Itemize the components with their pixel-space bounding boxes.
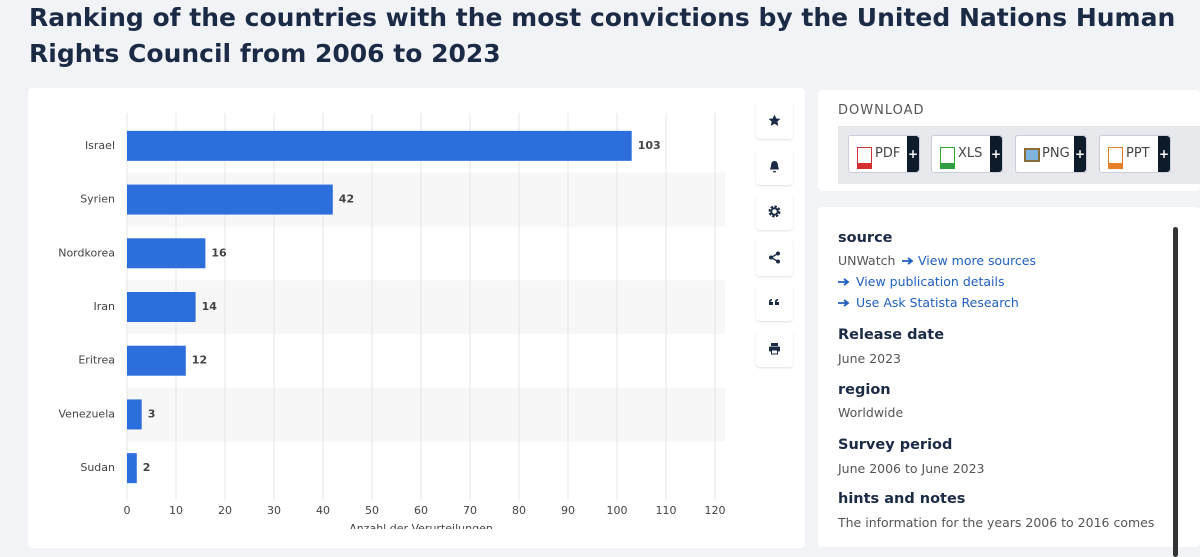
- info-panel: source UNWatch View more sources View pu…: [818, 207, 1200, 557]
- bar: [127, 399, 142, 430]
- x-tick-label: 20: [218, 504, 232, 517]
- x-tick-label: 10: [169, 504, 183, 517]
- icon: [940, 147, 955, 169]
- link[interactable]: View more sources: [918, 253, 1037, 268]
- value-label: 103: [638, 139, 661, 152]
- value-label: 42: [339, 193, 354, 206]
- x-tick-label: 0: [124, 504, 131, 517]
- plus: +: [907, 136, 919, 172]
- x-tick-label: 110: [656, 504, 677, 517]
- icon: [1024, 148, 1040, 162]
- button-label: PDF: [875, 146, 901, 161]
- settings-button[interactable]: [756, 193, 793, 230]
- y-tick-label: Venezuela: [59, 407, 116, 420]
- bar: [127, 292, 196, 322]
- x-tick-label: 60: [414, 504, 428, 517]
- info-heading: source: [838, 230, 893, 246]
- info-value: The information for the years 2006 to 20…: [838, 515, 1155, 530]
- y-tick-label: Eritrea: [78, 354, 115, 367]
- download-label: DOWNLOAD: [838, 103, 925, 118]
- value-label: 14: [202, 300, 218, 313]
- row-band: [127, 280, 725, 334]
- arrow: [838, 278, 850, 286]
- bar: [127, 238, 206, 269]
- x-tick-label: 30: [267, 504, 281, 517]
- info-value: June 2006 to June 2023: [838, 461, 985, 476]
- info-value: June 2023: [838, 351, 902, 366]
- value-label: 2: [143, 461, 151, 474]
- x-tick-label: 50: [365, 504, 379, 517]
- chart-card: 0 10 20 30 40 50 60 70 80 90 100 110 120 Anzahl der V…: [28, 88, 805, 548]
- info-heading: Survey period: [838, 437, 953, 453]
- icon: [857, 147, 872, 169]
- link[interactable]: Use Ask Statista Research: [856, 295, 1019, 310]
- page-title: Ranking of the countries with the most c…: [29, 3, 1176, 68]
- icon: [1108, 147, 1123, 169]
- button-label: PPT: [1126, 146, 1150, 161]
- y-tick-label: Nordkorea: [58, 246, 115, 259]
- source-name: UNWatch: [838, 253, 896, 268]
- button-label: XLS: [958, 146, 983, 161]
- info-value: Worldwide: [838, 405, 904, 420]
- value-label: 12: [192, 354, 207, 367]
- arrow: [838, 299, 850, 307]
- cite-button[interactable]: [756, 284, 793, 321]
- bar: [127, 453, 137, 484]
- share-button[interactable]: [756, 239, 793, 276]
- download-pdf[interactable]: PDF +: [848, 135, 920, 173]
- value-label: 3: [148, 407, 156, 420]
- link[interactable]: View publication details: [856, 274, 1005, 289]
- x-tick-label: 40: [316, 504, 330, 517]
- y-tick-label: Iran: [94, 300, 116, 313]
- scrollbar[interactable]: [1173, 227, 1178, 557]
- x-tick-label: 70: [463, 504, 477, 517]
- plus: +: [990, 136, 1002, 172]
- print-button[interactable]: [756, 330, 793, 367]
- row-band: [127, 387, 725, 442]
- x-tick-label: 90: [561, 504, 575, 517]
- info-heading: hints and notes: [838, 491, 966, 507]
- download-xls[interactable]: XLS +: [931, 135, 1003, 173]
- y-tick-label: Sudan: [80, 461, 115, 474]
- download-buttons: PDF + XLS + PNG + PPT +: [838, 126, 1200, 184]
- x-axis-label: Anzahl der Verurteilungen: [349, 522, 493, 529]
- info-heading: Release date: [838, 327, 945, 343]
- page: Ranking of the countries with the most c…: [28, 3, 1200, 557]
- x-tick-label: 100: [607, 504, 628, 517]
- x-tick-label: 120: [705, 504, 726, 517]
- alert-button[interactable]: [756, 148, 793, 185]
- value-label: 16: [211, 246, 227, 259]
- y-tick-label: Syrien: [80, 193, 115, 206]
- button-label: PNG: [1042, 146, 1070, 161]
- plus: +: [1074, 136, 1086, 172]
- favorite-button[interactable]: [756, 102, 793, 139]
- bar: [127, 130, 632, 161]
- download-ppt[interactable]: PPT +: [1099, 135, 1171, 173]
- download-png[interactable]: PNG +: [1015, 135, 1087, 173]
- x-tick-label: 80: [512, 504, 526, 517]
- arrow: [902, 257, 914, 265]
- y-tick-label: Israel: [85, 139, 115, 152]
- chart: 0 10 20 30 40 50 60 70 80 90 100 110 120 Anzahl der V…: [58, 113, 726, 535]
- bar: [127, 345, 186, 376]
- plus: +: [1158, 136, 1170, 172]
- bar: [127, 184, 333, 215]
- download-panel: DOWNLOAD PDF + XLS + PNG + PPT +: [818, 90, 1200, 191]
- info-heading: region: [838, 382, 891, 398]
